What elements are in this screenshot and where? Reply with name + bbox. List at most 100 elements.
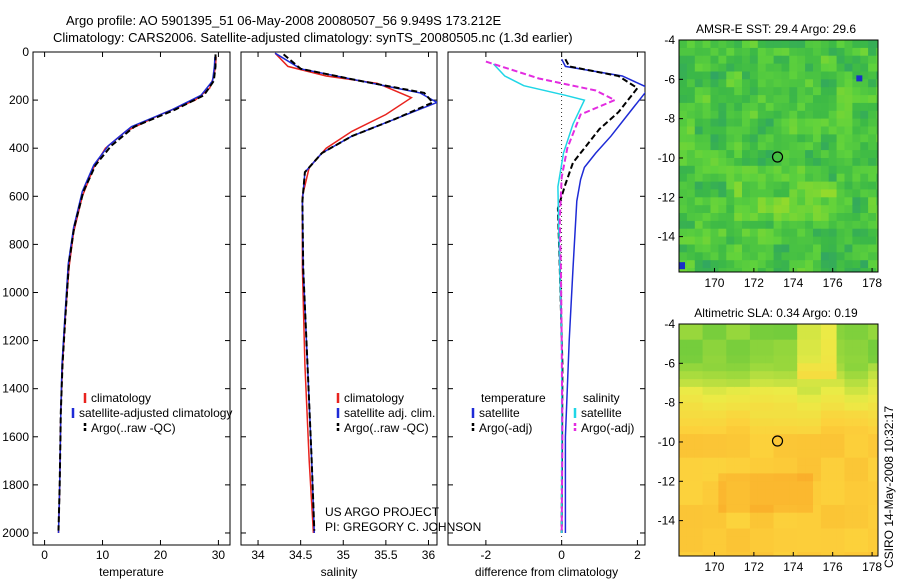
depth-tick-label: 800: [9, 237, 29, 251]
sst-profile-location-marker: [771, 151, 784, 163]
temperature-xtick-label: 10: [96, 548, 110, 562]
sla-profile-location-marker: [771, 435, 784, 447]
sla-map-xtick-label: 176: [823, 560, 843, 574]
sla-map-raster: [679, 324, 878, 556]
sla-map-xtick-label: 172: [744, 560, 764, 574]
diff-legend-temp-satellite-label: satellite: [479, 406, 520, 420]
salinity-panel: 34 34.5 35 35.5 36 salinity: [240, 51, 438, 579]
sla-map-ytick-label: -14: [658, 514, 676, 528]
sla-map-ytick-label: -6: [664, 356, 675, 370]
sal-legend-climatology: climatology: [336, 391, 404, 405]
sst-map-ytick-label: -14: [658, 230, 676, 244]
salinity-xtick-label: 35.5: [374, 548, 398, 562]
temp-legend-climatology-label: climatology: [91, 391, 151, 405]
sla-map-frame: [678, 323, 879, 557]
timestamp-label: CSIRO 14-May-2008 10:32:17: [882, 406, 896, 568]
sal-legend-satellite-label: satellite adj. clim.: [344, 406, 435, 420]
sla-map-ytick-label: -8: [664, 396, 675, 410]
sla-map-xtick-label: 174: [783, 560, 803, 574]
diff-legend-temp-satellite: satellite: [471, 406, 520, 420]
difference-xtick-label: 2: [634, 548, 641, 562]
difference-series-temperature-argo-adj-: [556, 58, 639, 534]
temperature-series-argo-raw-qc-: [57, 54, 217, 531]
sst-map-ytick-label: -8: [664, 112, 675, 126]
sst-cold-spot: [856, 75, 863, 82]
salinity-xlabel: salinity: [321, 565, 358, 579]
depth-tick-label: 400: [9, 141, 29, 155]
difference-axes-frame: [447, 51, 646, 546]
temp-legend-argo: Argo(..raw -QC): [83, 421, 176, 435]
sst-map-xtick-label: 178: [862, 276, 882, 290]
temp-legend-argo-label: Argo(..raw -QC): [91, 421, 176, 435]
temp-legend-climatology: climatology: [83, 391, 151, 405]
temperature-xtick-label: 0: [41, 548, 48, 562]
difference-xlabel: difference from climatology: [475, 565, 618, 579]
depth-tick-label: 600: [9, 189, 29, 203]
diff-legend-temp-argo-label: Argo(-adj): [479, 421, 532, 435]
project-note-line2: PI: GREGORY C. JOHNSON: [325, 520, 481, 534]
diff-legend-sal-title: salinity: [583, 391, 620, 405]
depth-tick-label: 200: [9, 93, 29, 107]
sla-map-title: Altimetric SLA: 0.34 Argo: 0.19: [694, 306, 858, 320]
salinity-axes-frame: [240, 51, 438, 546]
temperature-xlabel: temperature: [99, 565, 164, 579]
difference-xtick-label: -2: [481, 548, 492, 562]
temperature-xtick-label: 20: [154, 548, 168, 562]
depth-tick-label: 1400: [2, 382, 29, 396]
diff-legend-temp-argo: Argo(-adj): [471, 421, 532, 435]
depth-tick-label: 1000: [2, 285, 29, 299]
difference-series-temperature-satellite: [561, 58, 645, 533]
diff-legend-sal-satellite: satellite: [573, 406, 622, 420]
depth-tick-label: 1800: [2, 478, 29, 492]
sst-map-xtick-label: 172: [744, 276, 764, 290]
sst-map-xtick-label: 170: [704, 276, 724, 290]
salinity-series-climatology: [274, 52, 413, 534]
sst-map-frame: [678, 39, 879, 273]
sal-legend-argo: Argo(..raw -QC): [336, 421, 429, 435]
diff-legend-sal-argo-label: Argo(-adj): [581, 421, 634, 435]
sla-map-ytick-label: -12: [658, 474, 676, 488]
title-line1: Argo profile: AO 5901395_51 06-May-2008 …: [66, 13, 501, 28]
title-line2: Climatology: CARS2006. Satellite-adjuste…: [53, 30, 573, 45]
sst-map-raster: [679, 40, 878, 272]
project-note-line1: US ARGO PROJECT: [325, 505, 440, 519]
salinity-xtick-label: 36: [422, 548, 436, 562]
sst-map-title: AMSR-E SST: 29.4 Argo: 29.6: [696, 22, 856, 36]
sla-map-ytick-label: -4: [664, 317, 675, 331]
depth-tick-label: 0: [22, 45, 29, 59]
depth-tick-label: 1600: [2, 430, 29, 444]
depth-tick-label: 1200: [2, 334, 29, 348]
temperature-series-satellite-adjusted-climatology: [57, 56, 216, 534]
sst-map-ytick-label: -10: [658, 151, 676, 165]
sal-legend-argo-label: Argo(..raw -QC): [344, 421, 429, 435]
sla-map-xtick-label: 178: [862, 560, 882, 574]
sst-map-ytick-label: -12: [658, 190, 676, 204]
sla-map-ytick-label: -10: [658, 435, 676, 449]
sst-map: 170 172 174 176 178 -4 -6 -8 -10 -12 -14: [658, 33, 883, 290]
difference-series-salinity-argo-adj-: [485, 60, 618, 534]
sst-map-ytick-label: -6: [664, 72, 675, 86]
sst-map-xtick-label: 174: [783, 276, 803, 290]
temperature-panel: 0 10 20 30 0 200 400 600 800 1000 1200 1400 1600 1800…: [2, 45, 231, 579]
diff-legend-temp-title: temperature: [481, 391, 546, 405]
salinity-xtick-label: 34: [251, 548, 265, 562]
temperature-xtick-label: 30: [212, 548, 226, 562]
difference-panel: -2 0 2 difference from climatology: [447, 51, 646, 579]
sla-map: 170 172 174 176 178 -4 -6 -8 -10 -12 -14: [658, 317, 883, 574]
sla-map-xtick-label: 170: [704, 560, 724, 574]
temp-legend-satellite: satellite-adjusted climatology: [71, 406, 232, 420]
sst-cold-spot: [679, 262, 685, 270]
sal-legend-satellite: satellite adj. clim.: [336, 406, 435, 420]
salinity-xtick-label: 34.5: [289, 548, 313, 562]
salinity-series-argo-raw-qc-: [282, 53, 435, 531]
sst-map-xtick-label: 176: [823, 276, 843, 290]
sst-map-ytick-label: -4: [664, 33, 675, 47]
temp-legend-satellite-label: satellite-adjusted climatology: [79, 406, 232, 420]
sal-legend-climatology-label: climatology: [344, 391, 404, 405]
difference-xtick-label: 0: [558, 548, 565, 562]
salinity-xtick-label: 35: [337, 548, 351, 562]
diff-legend-sal-satellite-label: satellite: [581, 406, 622, 420]
diff-legend-sal-argo: Argo(-adj): [573, 421, 634, 435]
depth-tick-label: 2000: [2, 526, 29, 540]
